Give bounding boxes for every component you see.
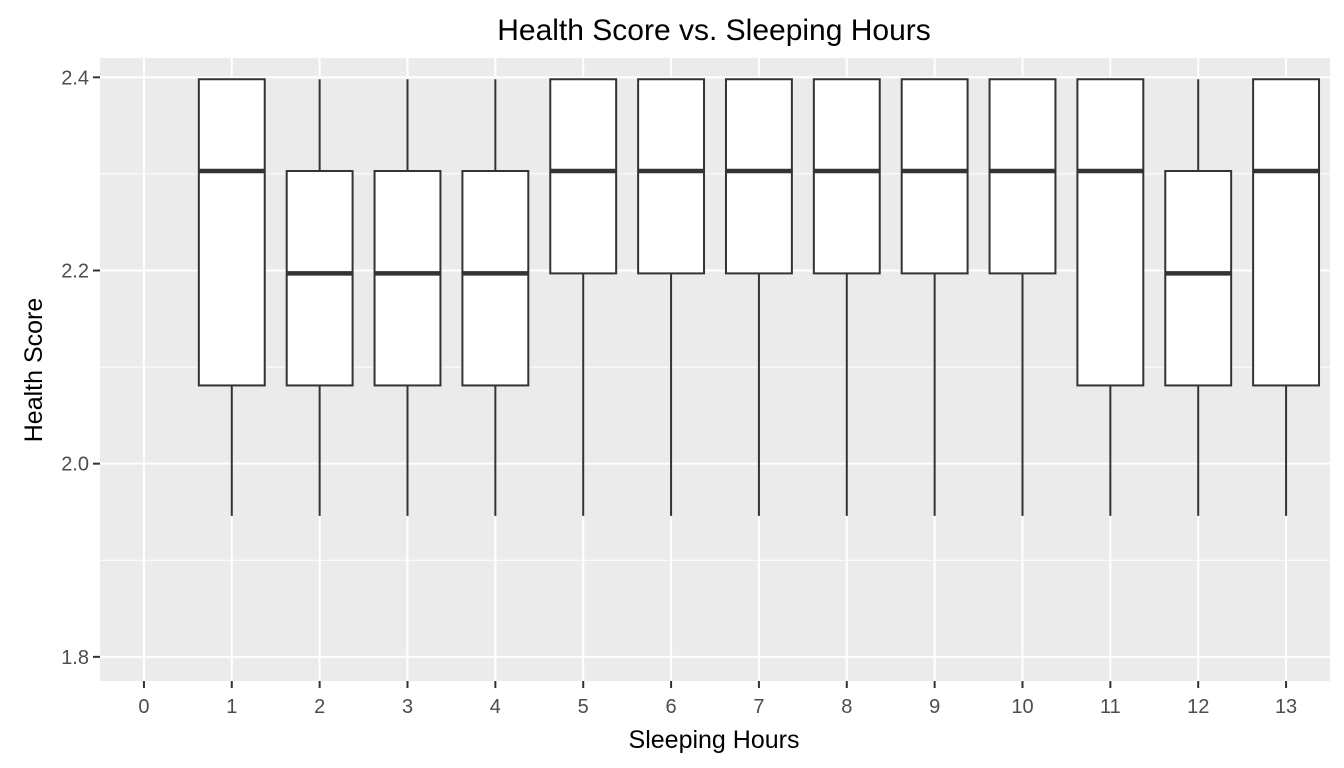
box-2 bbox=[285, 79, 354, 516]
box-9 bbox=[900, 78, 969, 516]
box-body bbox=[285, 170, 354, 387]
box-body bbox=[724, 78, 793, 275]
x-tick-label: 0 bbox=[138, 696, 149, 718]
box-6 bbox=[637, 78, 706, 516]
x-axis-title: Sleeping Hours bbox=[629, 726, 800, 754]
box-body bbox=[1252, 78, 1321, 387]
box-body bbox=[461, 170, 530, 387]
x-tick-label: 12 bbox=[1187, 696, 1209, 718]
box-body bbox=[812, 78, 881, 275]
x-tick-label: 6 bbox=[666, 696, 677, 718]
box-body bbox=[900, 78, 969, 275]
box-body bbox=[988, 78, 1057, 275]
box-5 bbox=[549, 78, 618, 516]
box-body bbox=[373, 170, 442, 387]
y-tick-label: 2.2 bbox=[61, 260, 89, 282]
box-10 bbox=[988, 78, 1057, 516]
box-7 bbox=[724, 78, 793, 516]
x-tick-label: 2 bbox=[314, 696, 325, 718]
x-tick-label: 5 bbox=[578, 696, 589, 718]
plot-panel bbox=[100, 58, 1330, 681]
x-tick-label: 10 bbox=[1011, 696, 1033, 718]
x-tick-label: 4 bbox=[490, 696, 501, 718]
y-tick-label: 1.8 bbox=[61, 647, 89, 669]
x-tick-label: 8 bbox=[841, 696, 852, 718]
boxes bbox=[197, 78, 1321, 516]
box-body bbox=[1164, 170, 1233, 387]
box-body bbox=[1076, 78, 1145, 387]
box-body bbox=[197, 78, 266, 387]
y-axis-title: Health Score bbox=[20, 298, 48, 443]
y-tick-label: 2.4 bbox=[61, 67, 89, 89]
box-12 bbox=[1164, 79, 1233, 516]
x-tick-label: 11 bbox=[1100, 696, 1121, 718]
box-body bbox=[637, 78, 706, 275]
box-13 bbox=[1252, 78, 1321, 516]
chart-title: Health Score vs. Sleeping Hours bbox=[497, 14, 931, 47]
x-tick-label: 3 bbox=[402, 696, 413, 718]
box-body bbox=[549, 78, 618, 275]
x-tick-label: 1 bbox=[226, 696, 237, 718]
box-3 bbox=[373, 79, 442, 516]
box-1 bbox=[197, 78, 266, 516]
box-11 bbox=[1076, 78, 1145, 516]
x-tick-label: 7 bbox=[753, 696, 764, 718]
x-axis: 0 1 2 3 4 5 6 7 8 9 10 11 12 13 bbox=[138, 681, 1297, 718]
box-8 bbox=[812, 78, 881, 516]
x-tick-label: 9 bbox=[929, 696, 940, 718]
y-tick-label: 2.0 bbox=[61, 454, 89, 476]
y-axis: 1.8 2.0 2.2 2.4 bbox=[61, 67, 100, 669]
box-4 bbox=[461, 79, 530, 516]
x-tick-label: 13 bbox=[1275, 696, 1297, 718]
